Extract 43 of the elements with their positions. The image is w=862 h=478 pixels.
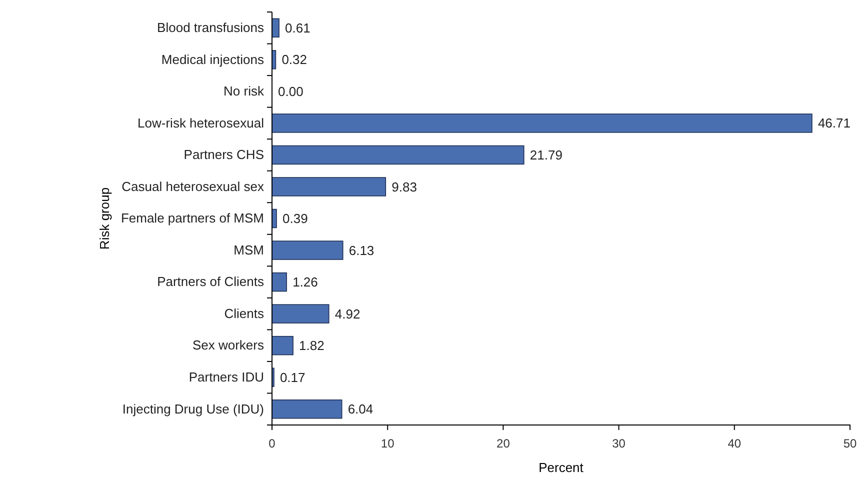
data-label: 0.17	[280, 370, 306, 385]
bar	[272, 240, 344, 260]
x-axis-title: Percent	[538, 460, 584, 475]
y-tick-label: Sex workers	[192, 338, 264, 353]
y-tick-label: Casual heterosexual sex	[122, 178, 264, 194]
data-label: 1.26	[292, 274, 318, 290]
y-tick-label: Blood transfusions	[157, 20, 264, 36]
bar	[272, 114, 812, 133]
bar	[272, 18, 280, 38]
data-label: 0.32	[282, 52, 308, 68]
data-label: 21.79	[530, 148, 562, 163]
bar	[272, 177, 386, 196]
data-label: 9.83	[392, 179, 417, 194]
x-tick-label: 30	[612, 436, 626, 450]
y-axis-title: Risk group	[96, 187, 112, 250]
bar	[272, 272, 287, 292]
data-label: 4.92	[334, 306, 360, 322]
bar	[272, 145, 524, 165]
y-tick-label: Clients	[224, 306, 264, 321]
y-tick-label: No risk	[224, 84, 264, 99]
x-tick-label: 40	[728, 436, 742, 450]
data-label: 1.82	[299, 338, 324, 354]
x-tick-label: 0	[268, 436, 276, 450]
y-tick-label: Partners IDU	[188, 370, 264, 385]
y-tick-label: Low-risk heterosexual	[138, 115, 264, 130]
y-tick-label: Medical injections	[161, 52, 264, 67]
y-tick-label: MSM	[234, 242, 264, 258]
y-tick-label: Partners CHS	[184, 147, 264, 162]
data-label: 6.13	[348, 242, 374, 258]
y-tick-label: Female partners of MSM	[120, 210, 264, 226]
x-tick-label: 20	[496, 436, 510, 450]
bar	[272, 304, 330, 324]
data-label: 0.61	[285, 20, 310, 36]
data-label: 0.00	[278, 84, 304, 99]
y-tick-label: Partners of Clients	[157, 274, 264, 290]
x-tick-label: 50	[843, 436, 857, 450]
data-label: 46.71	[818, 116, 851, 131]
bar	[272, 400, 342, 419]
data-label: 6.04	[348, 402, 374, 417]
bar	[272, 336, 294, 356]
y-tick-label: Injecting Drug Use (IDU)	[122, 401, 264, 416]
x-tick-label: 10	[380, 436, 395, 450]
data-label: 0.39	[282, 211, 308, 226]
